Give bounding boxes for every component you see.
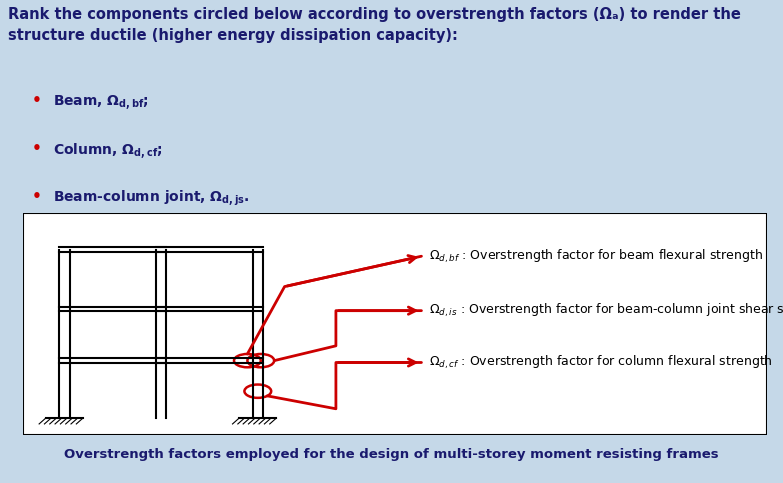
Text: Rank the components circled below according to overstrength factors (Ωₐ) to rend: Rank the components circled below accord…	[8, 6, 741, 43]
Text: Beam, $\mathbf{\Omega_{d,bf}}$;: Beam, $\mathbf{\Omega_{d,bf}}$;	[53, 94, 150, 113]
FancyBboxPatch shape	[23, 213, 767, 435]
Text: Column, $\mathbf{\Omega_{d,cf}}$;: Column, $\mathbf{\Omega_{d,cf}}$;	[53, 141, 163, 161]
Text: $\Omega_{d,bf}$ : Overstrength factor for beam flexural strength: $\Omega_{d,bf}$ : Overstrength factor fo…	[429, 248, 763, 265]
Text: •: •	[31, 141, 41, 156]
Text: $\Omega_{d,is}$ : Overstrength factor for beam-column joint shear strength: $\Omega_{d,is}$ : Overstrength factor fo…	[429, 302, 783, 319]
Text: $\Omega_{d,cf}$ : Overstrength factor for column flexural strength: $\Omega_{d,cf}$ : Overstrength factor fo…	[429, 354, 773, 371]
Text: Overstrength factors employed for the design of multi-storey moment resisting fr: Overstrength factors employed for the de…	[64, 448, 719, 461]
Text: •: •	[31, 94, 41, 109]
Text: Beam-column joint, $\mathbf{\Omega_{d,js}}$.: Beam-column joint, $\mathbf{\Omega_{d,js…	[53, 189, 250, 208]
Text: •: •	[31, 189, 41, 204]
